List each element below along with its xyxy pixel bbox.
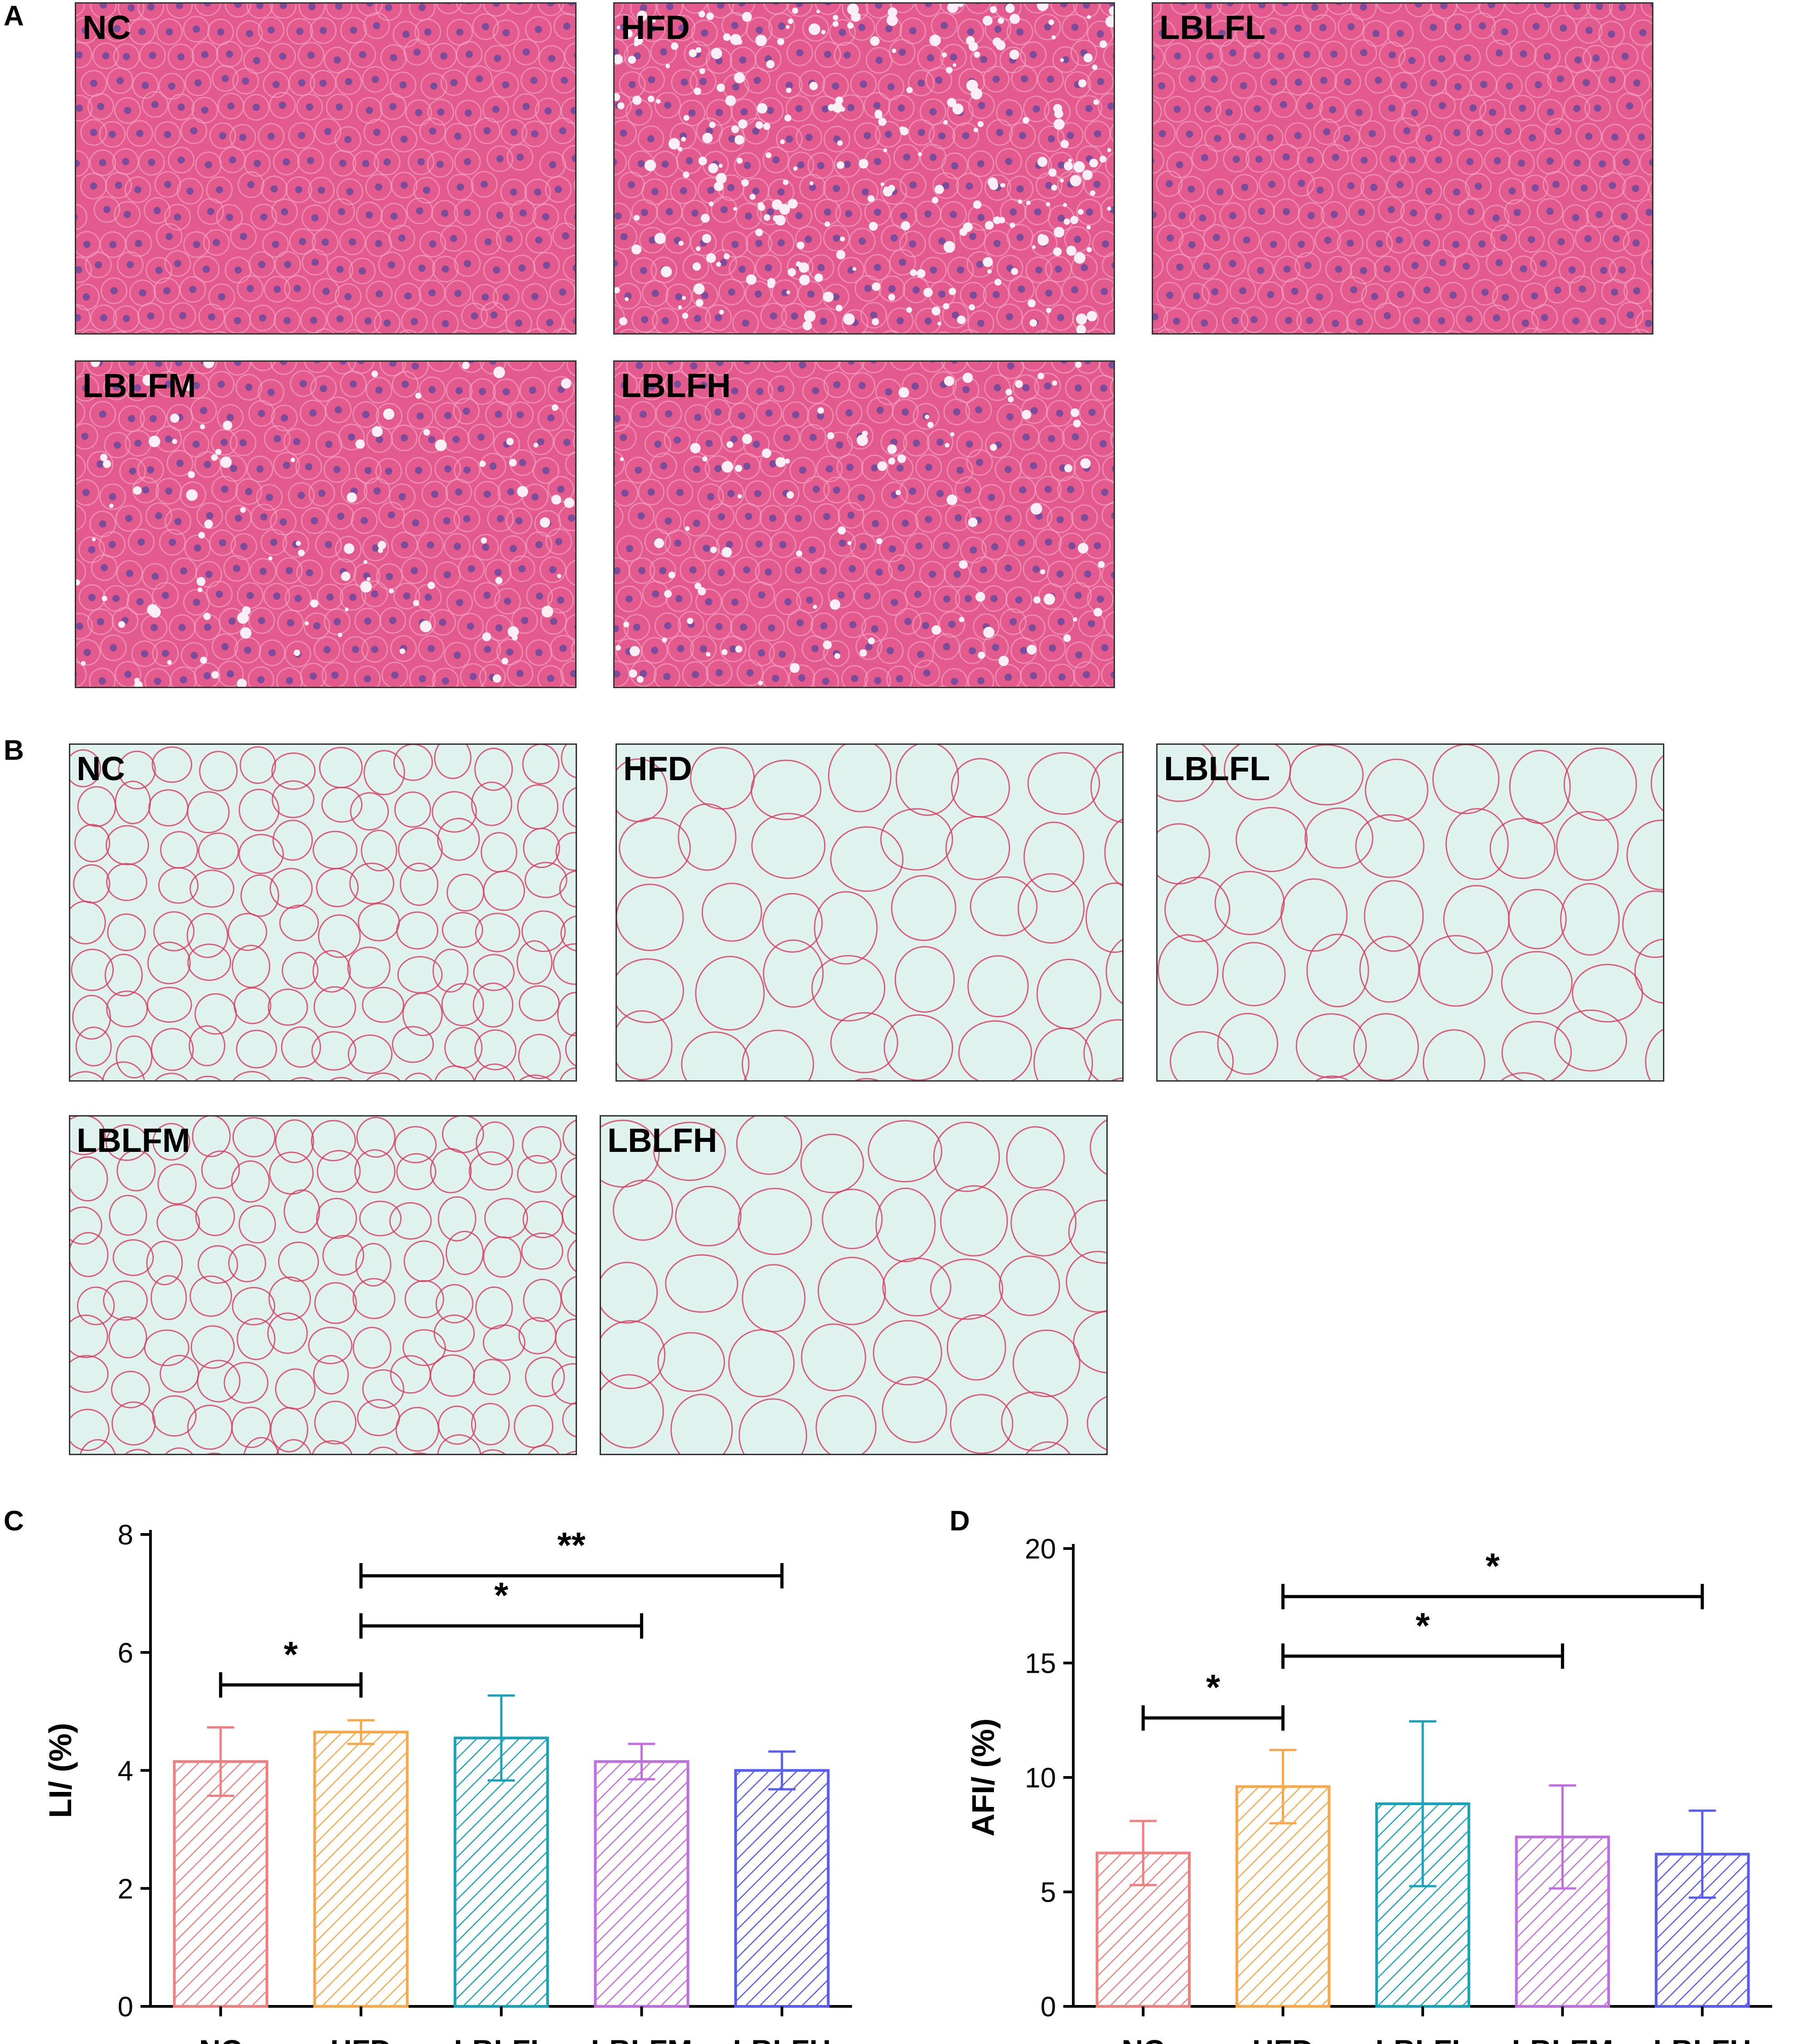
tissue-texture <box>70 1117 576 1454</box>
x-tick-label: LBLFL <box>1376 2034 1470 2044</box>
tissue-texture <box>617 745 1122 1080</box>
adipose-micrograph-lblfm: LBLFM <box>69 1115 577 1455</box>
tissue-texture <box>615 4 1114 333</box>
y-tick-label: 15 <box>1025 1648 1056 1680</box>
chart-afi: 0 5 10 15 20 AFI/ (%) NC HFD LBLFL LBLFM LBLFH * * * <box>965 1534 1772 2044</box>
x-tick-label: NC <box>199 2034 242 2044</box>
micrograph-label: HFD <box>621 9 690 46</box>
x-tick-label: LBLFL <box>454 2034 549 2044</box>
y-axis-label: LI/ (%) <box>43 1723 78 1818</box>
significance-label: * <box>494 1575 509 1616</box>
x-tick-label: HFD <box>1252 2034 1314 2044</box>
bar <box>734 1769 830 2008</box>
x-tick-label: LBLFM <box>591 2034 693 2044</box>
micrograph-label: LBLFL <box>1159 9 1266 46</box>
x-tick-label: LBLFM <box>1512 2034 1614 2044</box>
panel-letter-c: C <box>4 1505 24 1537</box>
bar <box>453 1736 549 2008</box>
x-tick-label: HFD <box>330 2034 392 2044</box>
tissue-texture <box>76 4 575 333</box>
significance-label: * <box>1206 1667 1221 1708</box>
significance-label: ** <box>557 1525 586 1565</box>
y-tick-label: 2 <box>118 1874 133 1905</box>
bar <box>594 1760 689 2008</box>
tissue-texture <box>601 1117 1106 1454</box>
micrograph-label: LBLFH <box>621 367 731 404</box>
micrograph-label: HFD <box>623 750 693 787</box>
bar <box>313 1730 409 2008</box>
y-tick-label: 10 <box>1025 1762 1056 1794</box>
significance-label: * <box>1486 1546 1500 1586</box>
tissue-texture <box>76 362 575 687</box>
significance-label: * <box>1415 1605 1430 1646</box>
y-tick-label: 0 <box>118 1991 133 2023</box>
adipose-micrograph-hfd: HFD <box>616 743 1124 1082</box>
significance-label: * <box>284 1634 298 1675</box>
liver-micrograph-lblfm: LBLFM <box>75 360 577 688</box>
micrograph-label: NC <box>82 9 131 46</box>
panel-letter-a: A <box>4 0 24 32</box>
tissue-texture <box>615 362 1114 687</box>
x-tick-label: LBLFH <box>1653 2034 1751 2044</box>
liver-micrograph-lblfl: LBLFL <box>1152 2 1653 335</box>
tissue-texture <box>70 745 576 1080</box>
tissue-texture <box>1158 745 1663 1080</box>
y-tick-label: 6 <box>118 1637 133 1669</box>
micrograph-label: LBLFM <box>77 1122 190 1159</box>
liver-micrograph-nc: NC <box>75 2 577 335</box>
bar <box>173 1760 268 2008</box>
y-tick-label: 20 <box>1025 1534 1056 1565</box>
tissue-texture <box>1153 4 1652 333</box>
panel-letter-d: D <box>950 1505 970 1537</box>
adipose-micrograph-lblfh: LBLFH <box>600 1115 1108 1455</box>
panel-letter-b: B <box>4 735 24 766</box>
y-tick-label: 5 <box>1041 1877 1056 1908</box>
adipose-micrograph-lblfl: LBLFL <box>1156 743 1664 1082</box>
x-tick-label: LBLFH <box>733 2034 831 2044</box>
micrograph-label: LBLFM <box>82 367 196 404</box>
x-tick-label: NC <box>1122 2034 1165 2044</box>
liver-micrograph-hfd: HFD <box>613 2 1115 335</box>
liver-micrograph-lblfh: LBLFH <box>613 360 1115 688</box>
y-axis-label: AFI/ (%) <box>965 1719 1001 1837</box>
y-tick-label: 8 <box>118 1520 133 1551</box>
micrograph-label: LBLFL <box>1164 750 1270 787</box>
micrograph-label: LBLFH <box>607 1122 717 1159</box>
y-tick-label: 4 <box>118 1756 133 1787</box>
adipose-micrograph-nc: NC <box>69 743 577 1082</box>
y-tick-label: 0 <box>1041 1991 1056 2023</box>
micrograph-label: NC <box>77 750 125 787</box>
